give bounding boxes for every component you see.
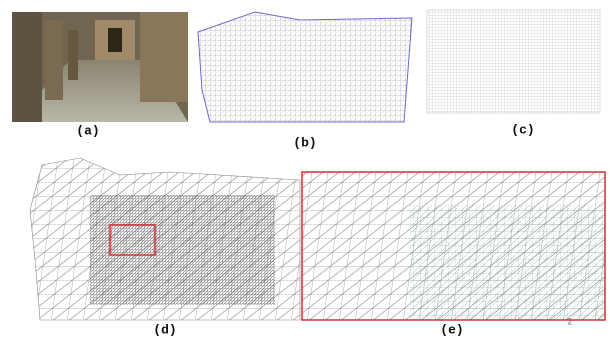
panel-label: (e) bbox=[440, 322, 463, 337]
dense-region bbox=[410, 205, 605, 320]
figure: (a) (b) (c) (d) 2 (e) bbox=[0, 0, 610, 343]
panel-label: (a) bbox=[76, 123, 99, 138]
panel-label: (b) bbox=[293, 135, 316, 150]
page: (a) (b) (c) (d) 2 (e) (() => { const dat… bbox=[0, 0, 610, 343]
panel-label: (c) bbox=[511, 122, 534, 137]
mesh bbox=[198, 12, 412, 122]
dense-region bbox=[90, 195, 275, 305]
photo bbox=[12, 12, 188, 122]
corner-mark: 2 bbox=[567, 318, 573, 328]
grid-mesh bbox=[427, 10, 600, 113]
panel-label: (d) bbox=[153, 322, 176, 337]
